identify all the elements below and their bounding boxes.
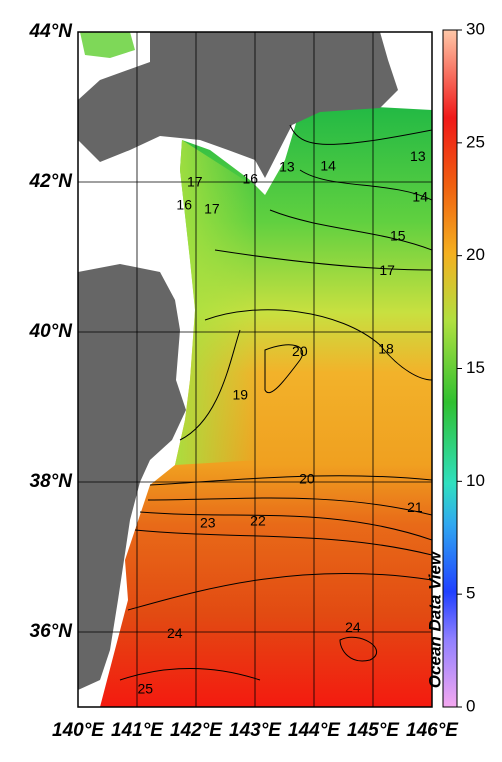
contour-label: 13 <box>410 148 426 164</box>
contour-label: 16 <box>176 197 192 213</box>
contour-label: 23 <box>200 515 216 531</box>
contour-label: 22 <box>250 512 266 528</box>
colorbar-tick-label: 25 <box>466 132 485 151</box>
contour-label: 17 <box>204 200 220 216</box>
watermark: Ocean Data View <box>425 550 444 688</box>
colorbar-tick-label: 0 <box>466 696 475 715</box>
contour-label: 14 <box>320 158 336 174</box>
x-tick-label: 145°E <box>347 720 400 741</box>
contour-label: 19 <box>232 386 248 402</box>
colorbar-tick-label: 15 <box>466 358 485 377</box>
land <box>78 32 398 178</box>
x-tick-label: 146°E <box>406 720 459 741</box>
y-tick-label: 42°N <box>29 171 74 192</box>
x-tick-label: 142°E <box>170 720 223 741</box>
x-tick-label: 143°E <box>229 720 282 741</box>
y-tick-label: 40°N <box>29 321 74 342</box>
contour-label: 24 <box>167 625 183 641</box>
colorbar-tick-label: 5 <box>466 584 475 603</box>
colorbar <box>442 29 458 708</box>
contour-label: 25 <box>137 680 153 696</box>
x-tick-label: 144°E <box>288 720 341 741</box>
contour-label: 14 <box>412 188 428 204</box>
contour-label: 13 <box>279 158 295 174</box>
field-patch <box>80 32 135 58</box>
land <box>78 264 186 690</box>
colorbar-tick-label: 30 <box>466 19 485 38</box>
contour-label: 17 <box>187 173 203 189</box>
x-tick-label: 140°E <box>52 720 105 741</box>
contour-label: 20 <box>299 470 315 486</box>
x-tick-label: 141°E <box>111 720 164 741</box>
contour-label: 17 <box>379 262 395 278</box>
sea-field <box>100 105 432 707</box>
y-tick-label: 44°N <box>29 21 74 42</box>
contours <box>119 124 432 681</box>
y-tick-label: 36°N <box>30 621 74 642</box>
contour-label: 21 <box>407 499 423 515</box>
y-tick-label: 38°N <box>30 471 74 492</box>
colorbar-tick-label: 20 <box>466 245 485 264</box>
contour-label: 15 <box>390 227 406 243</box>
contour-label: 24 <box>345 619 361 635</box>
colorbar-tick-label: 10 <box>466 471 485 490</box>
contour-label: 20 <box>292 343 308 359</box>
contour-label: 18 <box>378 341 394 357</box>
contour-label: 16 <box>242 170 258 186</box>
